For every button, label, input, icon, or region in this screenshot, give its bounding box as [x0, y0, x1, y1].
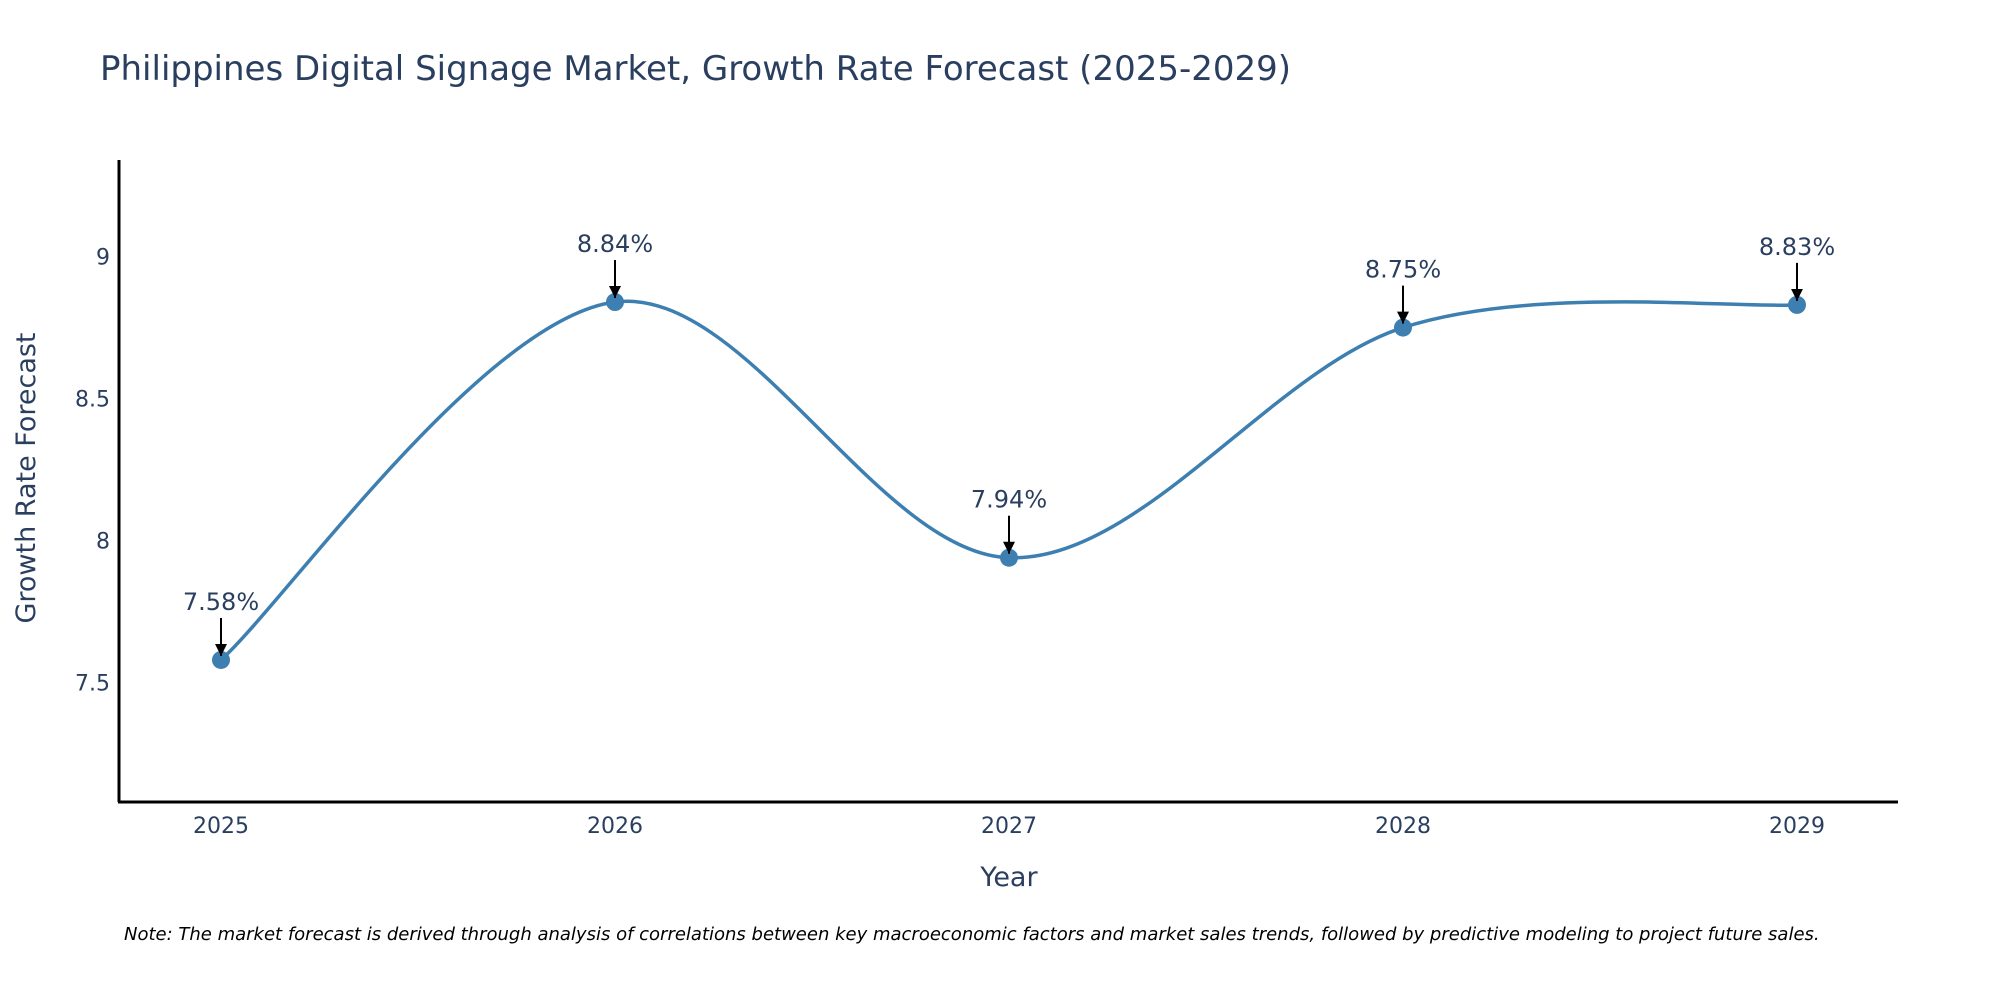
footnote: Note: The market forecast is derived thr… [124, 924, 1820, 945]
data-label: 8.75% [1365, 256, 1441, 284]
x-tick-label: 2028 [1375, 814, 1431, 839]
x-axis-title: Year [979, 862, 1038, 893]
y-tick-label: 8.5 [75, 388, 110, 413]
y-tick-label: 7.5 [75, 672, 110, 697]
data-label: 7.94% [971, 486, 1047, 514]
data-label: 8.83% [1759, 233, 1835, 261]
y-tick-label: 8 [96, 530, 110, 555]
chart-title: Philippines Digital Signage Market, Grow… [100, 49, 1291, 89]
y-axis-ticks: 7.5 8 8.5 9 [75, 246, 110, 697]
plot-area: 7.58% 8.84% 7.94% 8.75% 8.83% [183, 230, 1835, 669]
x-tick-label: 2026 [587, 814, 643, 839]
y-tick-label: 9 [96, 246, 110, 271]
data-label: 8.84% [577, 230, 653, 258]
x-axis-ticks: 2025 2026 2027 2028 2029 [193, 814, 1825, 839]
data-label: 7.58% [183, 588, 259, 616]
y-axis-title: Growth Rate Forecast [11, 332, 42, 623]
x-tick-label: 2029 [1769, 814, 1825, 839]
x-tick-label: 2025 [193, 814, 249, 839]
series-line [219, 299, 1798, 662]
x-tick-label: 2027 [981, 814, 1037, 839]
